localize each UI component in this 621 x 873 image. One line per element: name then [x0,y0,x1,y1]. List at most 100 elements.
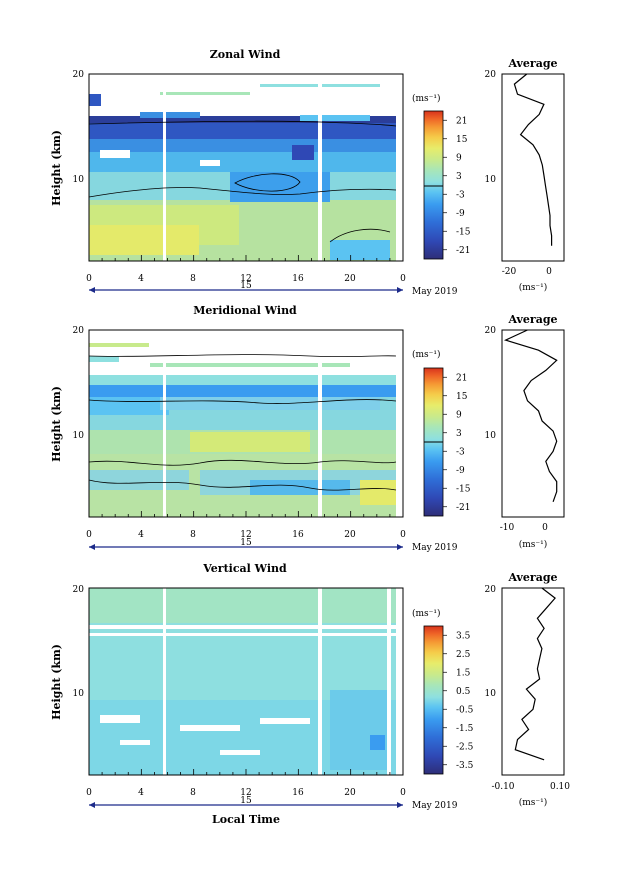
x-tick-label: 0 [400,788,406,798]
profile-title: Average [507,57,557,70]
zonal-panel: Zonal Wind [50,48,565,297]
y-tick-label: 10 [73,431,85,441]
y-tick-label: 10 [485,689,497,699]
average-profile-line [513,73,553,246]
vertical-panel: Vertical Wind 20 10 Height (km) 0 [50,562,570,826]
average-profile: Average 20 10 -0.10 0.10 (ms⁻¹) [485,571,571,808]
x-tick-labels: 0 4 8 12 16 20 0 [86,788,406,798]
y-tick-label: 10 [73,175,85,185]
heatmap-plot: 20 10 Height (km) 0 4 8 12 16 20 0 15 Ma… [50,70,458,297]
y-tick-label: 10 [485,431,497,441]
x-tick-label: 8 [190,274,196,284]
y-tick-label: 10 [485,175,497,185]
x-tick-label: 4 [138,274,144,284]
x-tick-label: 0 [86,530,92,540]
colorbar-tick-label: 3 [456,429,462,439]
average-profile: Average 20 10 -20 0 (ms⁻¹) [485,57,565,293]
profile-x-label: (ms⁻¹) [519,797,548,808]
colorbar-tick-label: 2.5 [456,650,471,660]
colorbar-tick-label: 0.5 [456,687,471,697]
x-tick-label: 20 [344,530,356,540]
colorbar-tick-label: -21 [456,246,471,256]
colorbar-tick-label: 15 [456,135,468,145]
colorbar-tick-label: -3 [456,190,465,200]
x-tick-label: 16 [292,788,304,798]
colorbar-tick-label: -15 [456,484,471,494]
x-tick-label: 0 [400,530,406,540]
day-label: 15 [240,796,252,806]
profile-x-label: (ms⁻¹) [519,539,548,550]
day-label: 15 [240,538,252,548]
profile-x-tick: 0.10 [550,782,570,792]
colorbar-tick-label: 3.5 [456,631,471,641]
colorbar-tick-label: 15 [456,392,468,402]
x-axis-label: Local Time [212,813,280,826]
profile-x-tick: 0 [542,523,548,533]
colorbar-tick-label: 1.5 [456,668,471,678]
colorbar-tick-label: 21 [456,373,467,383]
y-tick-label: 10 [73,689,85,699]
x-tick-label: 16 [292,274,304,284]
y-tick-label: 20 [73,585,85,595]
colorbar-tick-label: -0.5 [456,705,474,715]
x-tick-label: 8 [190,788,196,798]
x-tick-label: 12 [240,274,251,284]
date-label: May 2019 [412,543,458,553]
colorbar-tick-label: 9 [456,410,462,420]
x-tick-label: 0 [400,274,406,284]
colorbar-units: (ms⁻¹) [412,349,441,360]
panel-title: Meridional Wind [193,304,297,317]
x-tick-label: 4 [138,530,144,540]
y-axis-label: Height (km) [50,130,63,206]
x-tick-label: 20 [344,274,356,284]
x-tick-marks [88,511,404,517]
profile-x-tick: -10 [500,523,515,533]
colorbar-tick-label: 3 [456,172,462,182]
colorbar-units: (ms⁻¹) [412,93,441,104]
x-tick-label: 12 [240,530,251,540]
x-tick-label: 8 [190,530,196,540]
profile-x-tick: 0 [546,267,552,277]
x-tick-labels: 0 4 8 12 16 20 0 [86,274,406,284]
colorbar: (ms⁻¹) 21 15 9 3 -3 -9 -15 -21 [412,349,471,517]
colorbar-tick-label: -21 [456,503,471,513]
average-profile-line [503,329,558,503]
y-tick-label: 20 [73,326,85,336]
x-tick-label: 12 [240,788,251,798]
y-tick-label: 20 [73,70,85,80]
day-label: 15 [240,281,252,291]
heatmap-plot: 20 10 Height (km) 0 4 8 12 16 20 0 15 Ma… [50,326,458,553]
x-tick-labels: 0 4 8 12 16 20 0 [86,530,406,540]
meridional-panel: Meridional Wind [50,304,565,553]
colorbar-tick-label: -2.5 [456,742,474,752]
colorbar-tick-label: -9 [456,466,465,476]
colorbar: (ms⁻¹) 3.5 2.5 1.5 0.5 -0.5 -1.5 -2.5 -3.5 [412,608,474,775]
average-profile: Average 20 10 -10 0 (ms⁻¹) [485,313,565,550]
x-tick-marks [88,255,404,261]
panel-title: Zonal Wind [210,48,281,61]
average-profile-line [514,587,556,761]
y-tick-label: 20 [485,70,497,80]
colorbar-tick-label: -15 [456,227,471,237]
x-tick-label: 4 [138,788,144,798]
heatmap-plot: 20 10 Height (km) 0 4 8 12 16 20 0 15 Ma… [50,585,458,826]
colorbar-tick-label: -9 [456,209,465,219]
y-tick-label: 20 [485,326,497,336]
x-tick-marks [88,769,404,775]
x-tick-label: 16 [292,530,304,540]
profile-title: Average [507,571,557,584]
colorbar-tick-label: -1.5 [456,724,474,734]
date-label: May 2019 [412,801,458,811]
y-axis-label: Height (km) [50,386,63,462]
profile-title: Average [507,313,557,326]
colorbar-tick-label: 21 [456,116,467,126]
colorbar-tick-label: 9 [456,153,462,163]
x-tick-label: 0 [86,274,92,284]
panel-title: Vertical Wind [202,562,287,575]
profile-x-tick: -0.10 [491,782,514,792]
y-tick-label: 20 [485,585,497,595]
colorbar-units: (ms⁻¹) [412,608,441,619]
x-tick-label: 0 [86,788,92,798]
date-label: May 2019 [412,287,458,297]
colorbar-tick-label: -3 [456,447,465,457]
